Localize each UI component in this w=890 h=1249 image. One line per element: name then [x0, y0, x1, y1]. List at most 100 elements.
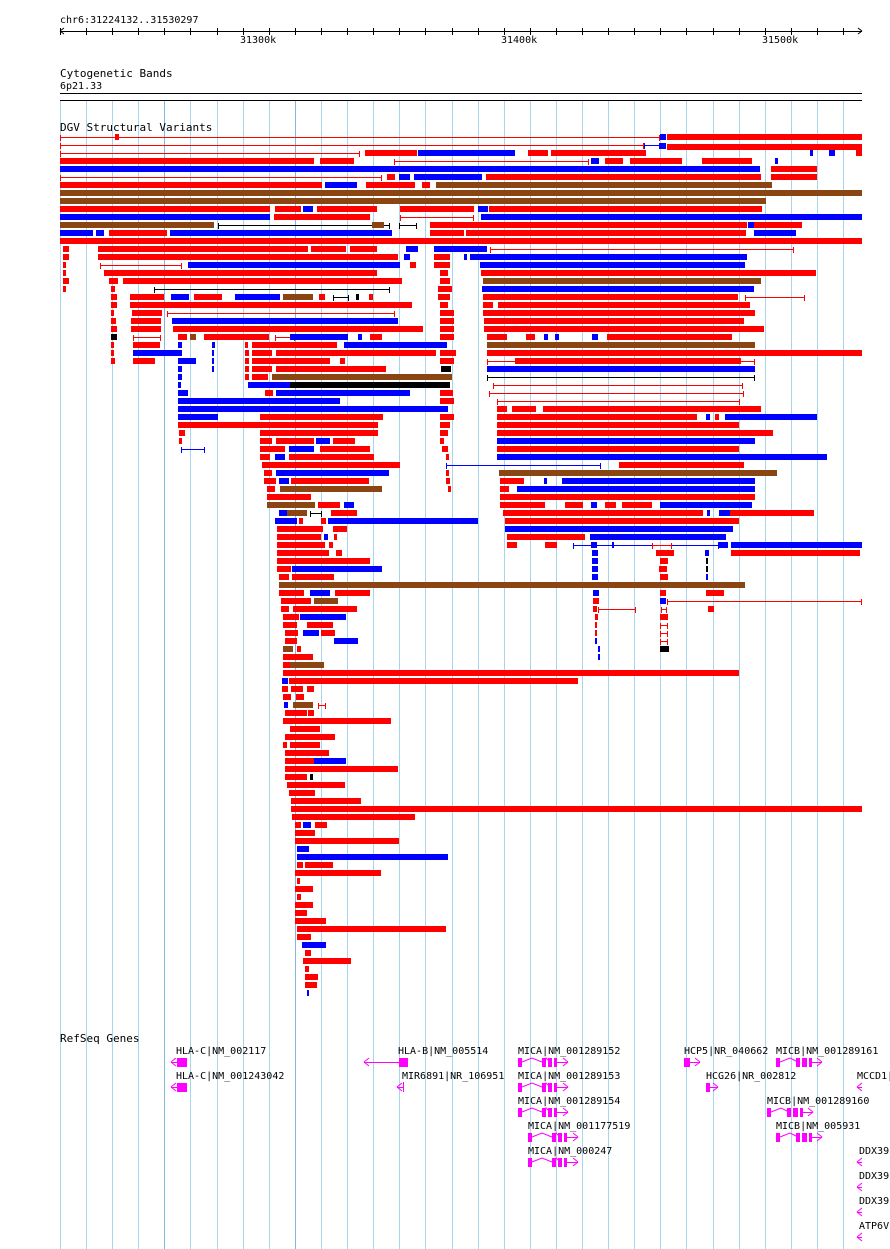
sv-interval[interactable]: [497, 401, 740, 402]
sv-bar[interactable]: [276, 470, 389, 476]
gene-exon[interactable]: [554, 1108, 557, 1117]
sv-bar[interactable]: [178, 390, 188, 396]
ruler-tick[interactable]: [295, 28, 296, 35]
ruler-tick[interactable]: [399, 28, 400, 35]
sv-bar[interactable]: [295, 870, 381, 876]
sv-bar[interactable]: [295, 838, 399, 844]
sv-bar[interactable]: [285, 750, 329, 756]
sv-bar[interactable]: [336, 550, 342, 556]
sv-bar[interactable]: [484, 326, 764, 332]
gene-intron[interactable]: [557, 1062, 568, 1063]
sv-bar[interactable]: [748, 222, 754, 228]
sv-bar[interactable]: [178, 334, 187, 340]
ruler-tick[interactable]: [425, 28, 426, 35]
gene-strand-arrow[interactable]: [807, 1107, 814, 1117]
sv-bar[interactable]: [300, 614, 346, 620]
sv-bar[interactable]: [418, 150, 515, 156]
sv-bar[interactable]: [245, 358, 249, 364]
gene-intron[interactable]: [857, 1237, 862, 1238]
sv-bar[interactable]: [276, 390, 410, 396]
gene-label[interactable]: DDX39: [859, 1196, 890, 1207]
gene-intron[interactable]: [779, 1057, 799, 1063]
sv-bar[interactable]: [370, 334, 382, 340]
gene-intron[interactable]: [857, 1212, 862, 1213]
sv-bar[interactable]: [706, 574, 708, 580]
sv-bar[interactable]: [297, 846, 309, 852]
sv-bar[interactable]: [660, 574, 668, 580]
sv-bar[interactable]: [111, 294, 117, 300]
sv-interval[interactable]: [652, 545, 672, 546]
sv-bar[interactable]: [267, 502, 315, 508]
ruler-tick[interactable]: [739, 28, 740, 35]
sv-bar[interactable]: [63, 262, 66, 268]
sv-bar[interactable]: [562, 478, 755, 484]
sv-bar[interactable]: [295, 918, 326, 924]
sv-interval[interactable]: [60, 153, 360, 154]
sv-bar[interactable]: [283, 742, 287, 748]
sv-line-end[interactable]: [659, 143, 660, 149]
sv-bar[interactable]: [277, 526, 323, 532]
ruler-tick[interactable]: [60, 28, 61, 35]
sv-bar[interactable]: [434, 254, 450, 260]
gene-exon[interactable]: [793, 1108, 798, 1117]
gene-exon[interactable]: [548, 1083, 552, 1092]
sv-bar[interactable]: [593, 590, 599, 596]
sv-bar[interactable]: [484, 318, 744, 324]
gene-intron[interactable]: [690, 1062, 700, 1063]
sv-bar[interactable]: [297, 878, 300, 884]
gene-label[interactable]: MICB|NM_005931: [776, 1121, 861, 1132]
sv-bar[interactable]: [279, 574, 289, 580]
sv-bar[interactable]: [111, 310, 114, 316]
gene-intron[interactable]: [710, 1087, 718, 1088]
sv-bar[interactable]: [109, 230, 167, 236]
sv-bar[interactable]: [497, 438, 755, 444]
sv-bar[interactable]: [315, 822, 327, 828]
sv-interval[interactable]: [154, 289, 390, 290]
gene-intron[interactable]: [567, 1137, 578, 1138]
sv-bar[interactable]: [283, 646, 293, 652]
sv-bar[interactable]: [170, 230, 392, 236]
sv-interval[interactable]: [660, 633, 668, 634]
gene-label[interactable]: MIR6891|NR_106951: [402, 1071, 505, 1082]
sv-bar[interactable]: [212, 342, 215, 348]
sv-bar[interactable]: [612, 542, 614, 548]
sv-bar[interactable]: [590, 534, 594, 540]
sv-bar[interactable]: [328, 518, 478, 524]
gene-exon[interactable]: [542, 1058, 546, 1067]
sv-bar[interactable]: [591, 502, 597, 508]
sv-bar[interactable]: [500, 486, 509, 492]
sv-bar[interactable]: [605, 158, 623, 164]
sv-bar[interactable]: [289, 446, 314, 452]
sv-bar[interactable]: [754, 230, 796, 236]
sv-bar[interactable]: [295, 822, 301, 828]
sv-interval[interactable]: [218, 225, 390, 226]
sv-bar[interactable]: [280, 486, 382, 492]
sv-bar[interactable]: [310, 774, 313, 780]
sv-bar[interactable]: [285, 774, 307, 780]
sv-bar[interactable]: [245, 350, 249, 356]
sv-bar[interactable]: [503, 510, 703, 516]
sv-bar[interactable]: [277, 542, 325, 548]
sv-bar[interactable]: [497, 414, 697, 420]
sv-interval[interactable]: [598, 609, 636, 610]
sv-bar[interactable]: [98, 246, 308, 252]
sv-bar[interactable]: [548, 406, 761, 412]
ruler-tick[interactable]: [478, 28, 479, 35]
sv-bar[interactable]: [595, 638, 597, 644]
sv-bar[interactable]: [289, 678, 578, 684]
sv-bar[interactable]: [63, 278, 69, 284]
sv-bar[interactable]: [708, 606, 714, 612]
sv-bar[interactable]: [505, 526, 733, 532]
sv-bar[interactable]: [265, 390, 273, 396]
sv-bar[interactable]: [188, 262, 400, 268]
ruler-tick[interactable]: [190, 28, 191, 35]
sv-bar[interactable]: [303, 958, 351, 964]
gene-exon[interactable]: [177, 1083, 187, 1092]
sv-bar[interactable]: [283, 294, 313, 300]
sv-bar[interactable]: [656, 550, 674, 556]
sv-bar[interactable]: [283, 694, 291, 700]
sv-bar[interactable]: [245, 366, 249, 372]
sv-bar[interactable]: [302, 942, 326, 948]
